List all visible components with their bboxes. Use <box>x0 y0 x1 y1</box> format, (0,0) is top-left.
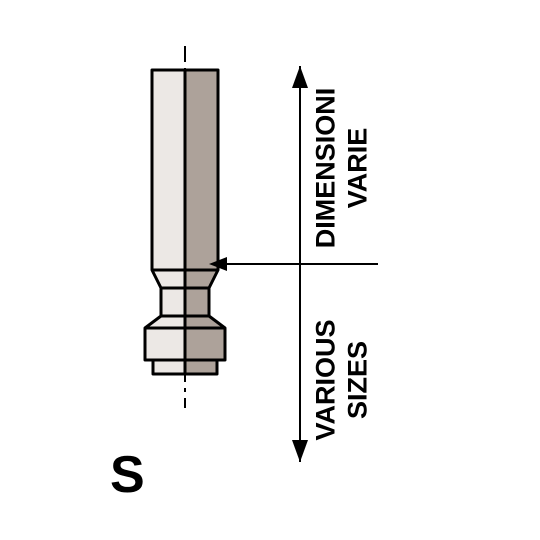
part-label: S <box>110 445 145 505</box>
diagram-stage: S DIMENSIONI VARIE VARIOUS SIZES <box>0 0 540 540</box>
label-dimensioni: DIMENSIONI <box>311 88 342 249</box>
valve-drawing <box>0 0 540 540</box>
label-varie: VARIE <box>343 128 374 209</box>
label-various: VARIOUS <box>311 319 342 440</box>
label-sizes: SIZES <box>343 341 374 419</box>
